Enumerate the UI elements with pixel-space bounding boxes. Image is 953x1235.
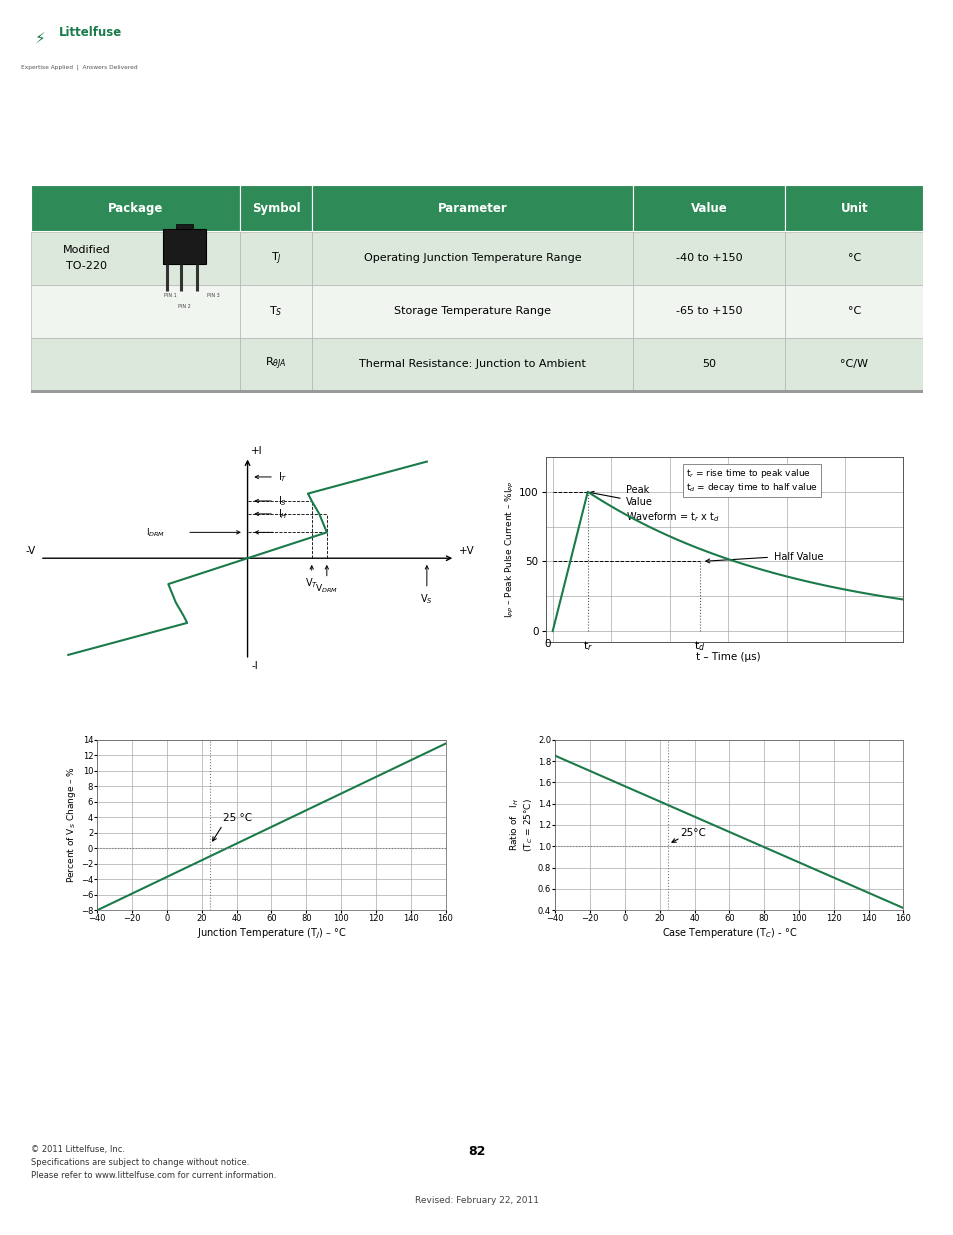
Text: 0: 0 <box>543 640 550 650</box>
Text: Half Value: Half Value <box>773 552 822 562</box>
Text: Protection Thyristors: Protection Thyristors <box>345 16 585 35</box>
Bar <box>633 337 784 390</box>
Y-axis label: I$_{PP}$ – Peak Pulse Current – %I$_{PP}$: I$_{PP}$ – Peak Pulse Current – %I$_{PP}… <box>503 480 516 619</box>
Bar <box>30 232 240 285</box>
Text: Littelfuse: Littelfuse <box>59 26 122 40</box>
Bar <box>30 285 240 337</box>
Text: -V: -V <box>26 546 36 557</box>
Text: t$_r$: t$_r$ <box>582 640 592 653</box>
Text: Waveform = t$_r$ x t$_d$: Waveform = t$_r$ x t$_d$ <box>626 510 720 524</box>
Text: Package: Package <box>108 201 163 215</box>
Bar <box>175 224 193 228</box>
Text: °C: °C <box>847 253 860 263</box>
Text: PIN 1: PIN 1 <box>164 293 177 298</box>
Bar <box>633 232 784 285</box>
Bar <box>312 337 633 390</box>
Text: +I: +I <box>251 446 263 456</box>
Text: 82: 82 <box>468 1145 485 1158</box>
Text: t$_r$ x t$_d$ Pulse Waveform: t$_r$ x t$_d$ Pulse Waveform <box>495 425 643 441</box>
Y-axis label: Percent of V$_S$ Change – %: Percent of V$_S$ Change – % <box>65 767 78 883</box>
Text: Normalized V$_S$ Change vs. Junction Temperature: Normalized V$_S$ Change vs. Junction Tem… <box>37 693 340 706</box>
Text: I$_S$: I$_S$ <box>277 494 287 508</box>
Text: Symbol: Symbol <box>252 201 300 215</box>
Bar <box>312 285 633 337</box>
Text: Revised: February 22, 2011: Revised: February 22, 2011 <box>415 1195 538 1205</box>
Text: V$_T$: V$_T$ <box>305 577 318 590</box>
Text: T$_S$: T$_S$ <box>269 304 283 319</box>
Bar <box>30 390 923 393</box>
Text: V$_S$: V$_S$ <box>420 593 433 606</box>
Text: t$_d$: t$_d$ <box>694 640 705 653</box>
Text: I$_{DRM}$: I$_{DRM}$ <box>146 526 165 538</box>
Text: PIN 3: PIN 3 <box>207 293 220 298</box>
Text: Modified: Modified <box>62 246 111 256</box>
Text: -65 to +150: -65 to +150 <box>676 306 741 316</box>
Text: Storage Temperature Range: Storage Temperature Range <box>394 306 551 316</box>
Bar <box>240 185 312 231</box>
Text: Normalized DC Holding Current vs. Case Temperature: Normalized DC Holding Current vs. Case T… <box>495 694 828 705</box>
Text: © 2011 Littelfuse, Inc.
Specifications are subject to change without notice.
Ple: © 2011 Littelfuse, Inc. Specifications a… <box>30 1145 275 1181</box>
Bar <box>633 185 784 231</box>
X-axis label: Case Temperature (T$_C$) - °C: Case Temperature (T$_C$) - °C <box>661 926 796 940</box>
Text: ®: ® <box>335 10 345 20</box>
Text: ⚡: ⚡ <box>34 31 46 46</box>
Text: TO-220: TO-220 <box>66 262 107 272</box>
Text: Peak
Value: Peak Value <box>626 485 653 506</box>
Bar <box>240 232 312 285</box>
Bar <box>312 232 633 285</box>
Text: V-I Characteristics: V-I Characteristics <box>37 426 158 440</box>
Text: t$_r$ = rise time to peak value
t$_d$ = decay time to half value: t$_r$ = rise time to peak value t$_d$ = … <box>685 467 817 494</box>
Bar <box>784 185 923 231</box>
Bar <box>784 337 923 390</box>
Text: +V: +V <box>458 546 475 557</box>
FancyBboxPatch shape <box>8 10 151 80</box>
Text: 25 °C: 25 °C <box>222 813 252 823</box>
Text: -40 to +150: -40 to +150 <box>675 253 741 263</box>
Bar <box>30 185 240 231</box>
Text: t – Time (μs): t – Time (μs) <box>695 652 760 662</box>
Text: °C: °C <box>847 306 860 316</box>
Y-axis label: Ratio of   I$_H$
(T$_C$ = 25°C): Ratio of I$_H$ (T$_C$ = 25°C) <box>508 798 535 852</box>
Text: V$_{DRM}$: V$_{DRM}$ <box>315 582 338 595</box>
Bar <box>163 228 205 264</box>
Bar <box>784 232 923 285</box>
Bar <box>633 285 784 337</box>
Text: Parameter: Parameter <box>437 201 507 215</box>
X-axis label: Junction Temperature (T$_J$) – °C: Junction Temperature (T$_J$) – °C <box>196 926 346 941</box>
Bar <box>312 185 633 231</box>
Text: 25°C: 25°C <box>679 827 706 837</box>
Bar <box>240 337 312 390</box>
Text: Unit: Unit <box>840 201 867 215</box>
Text: °C/W: °C/W <box>840 359 867 369</box>
Text: Broadband Optimized™ Protection: Broadband Optimized™ Protection <box>243 58 459 72</box>
Text: Expertise Applied  |  Answers Delivered: Expertise Applied | Answers Delivered <box>21 65 137 70</box>
Text: I$_T$: I$_T$ <box>277 471 287 484</box>
Text: -I: -I <box>251 661 258 671</box>
Text: Thermal Resistance: Junction to Ambient: Thermal Resistance: Junction to Ambient <box>358 359 585 369</box>
Bar <box>240 285 312 337</box>
Text: Operating Junction Temperature Range: Operating Junction Temperature Range <box>363 253 580 263</box>
Text: 50: 50 <box>701 359 716 369</box>
Text: R$_{\theta JA}$: R$_{\theta JA}$ <box>265 356 287 373</box>
Bar <box>784 285 923 337</box>
Text: Thermal Considerations: Thermal Considerations <box>41 156 208 168</box>
Text: T$_J$: T$_J$ <box>271 251 281 267</box>
Text: SIDACtor: SIDACtor <box>243 16 341 35</box>
Text: I$_H$: I$_H$ <box>277 508 287 521</box>
Text: PIN 2: PIN 2 <box>177 304 191 309</box>
Text: Value: Value <box>690 201 727 215</box>
Bar <box>30 337 240 390</box>
